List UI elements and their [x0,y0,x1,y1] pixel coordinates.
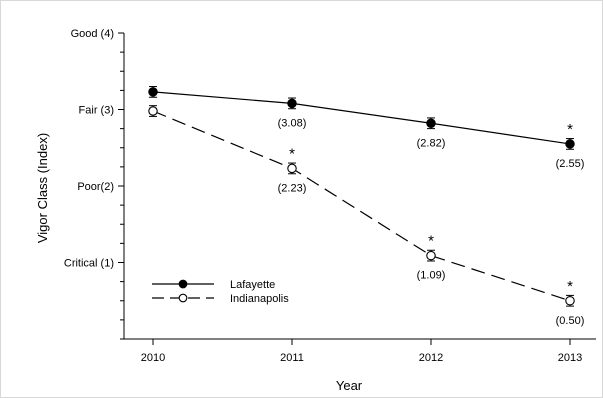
data-label: (3.08) [278,117,307,129]
series-layer [148,86,575,307]
labels-layer: (3.08) (2.82) (2.55) * (2.23) * (1.09) * (0.50) * [278,117,585,326]
data-label: (2.82) [417,137,446,149]
x-tick-label: 2012 [419,352,443,364]
data-point [426,250,436,261]
x-tick-label: 2010 [141,352,165,364]
y-tick-label: Critical (1) [64,258,114,270]
data-point [565,139,575,149]
x-tick-label: 2013 [558,352,582,364]
y-tick-label: Fair (3) [79,105,114,117]
significance-marker: * [289,145,295,162]
significance-marker: * [428,233,434,250]
x-axis-title: Year [336,378,363,393]
data-label: (1.09) [417,270,446,282]
data-label: (2.55) [556,158,585,170]
axes: Good (4) Fair (3) Poor(2) Critical (1) 2010 2… [64,28,596,364]
data-point [287,163,297,174]
series-line-lafayette [152,91,571,145]
data-point [148,106,158,116]
legend-marker [178,279,188,289]
significance-marker: * [567,278,573,295]
series-line-indianapolis [152,110,571,302]
legend-marker [178,293,188,303]
data-point [287,98,297,109]
legend-label: Lafayette [230,279,275,291]
data-point [426,118,436,129]
data-label: (2.23) [278,182,307,194]
data-point [148,87,158,97]
x-tick-label: 2011 [280,352,304,364]
y-tick-label: Poor(2) [77,181,114,193]
legend: Lafayette Indianapolis [152,279,289,305]
y-tick-label: Good (4) [71,28,114,40]
legend-label: Indianapolis [230,293,289,305]
data-label: (0.50) [556,315,585,327]
y-axis-title: Vigor Class (Index) [35,133,50,243]
data-point [565,295,575,306]
significance-marker: * [567,121,573,138]
